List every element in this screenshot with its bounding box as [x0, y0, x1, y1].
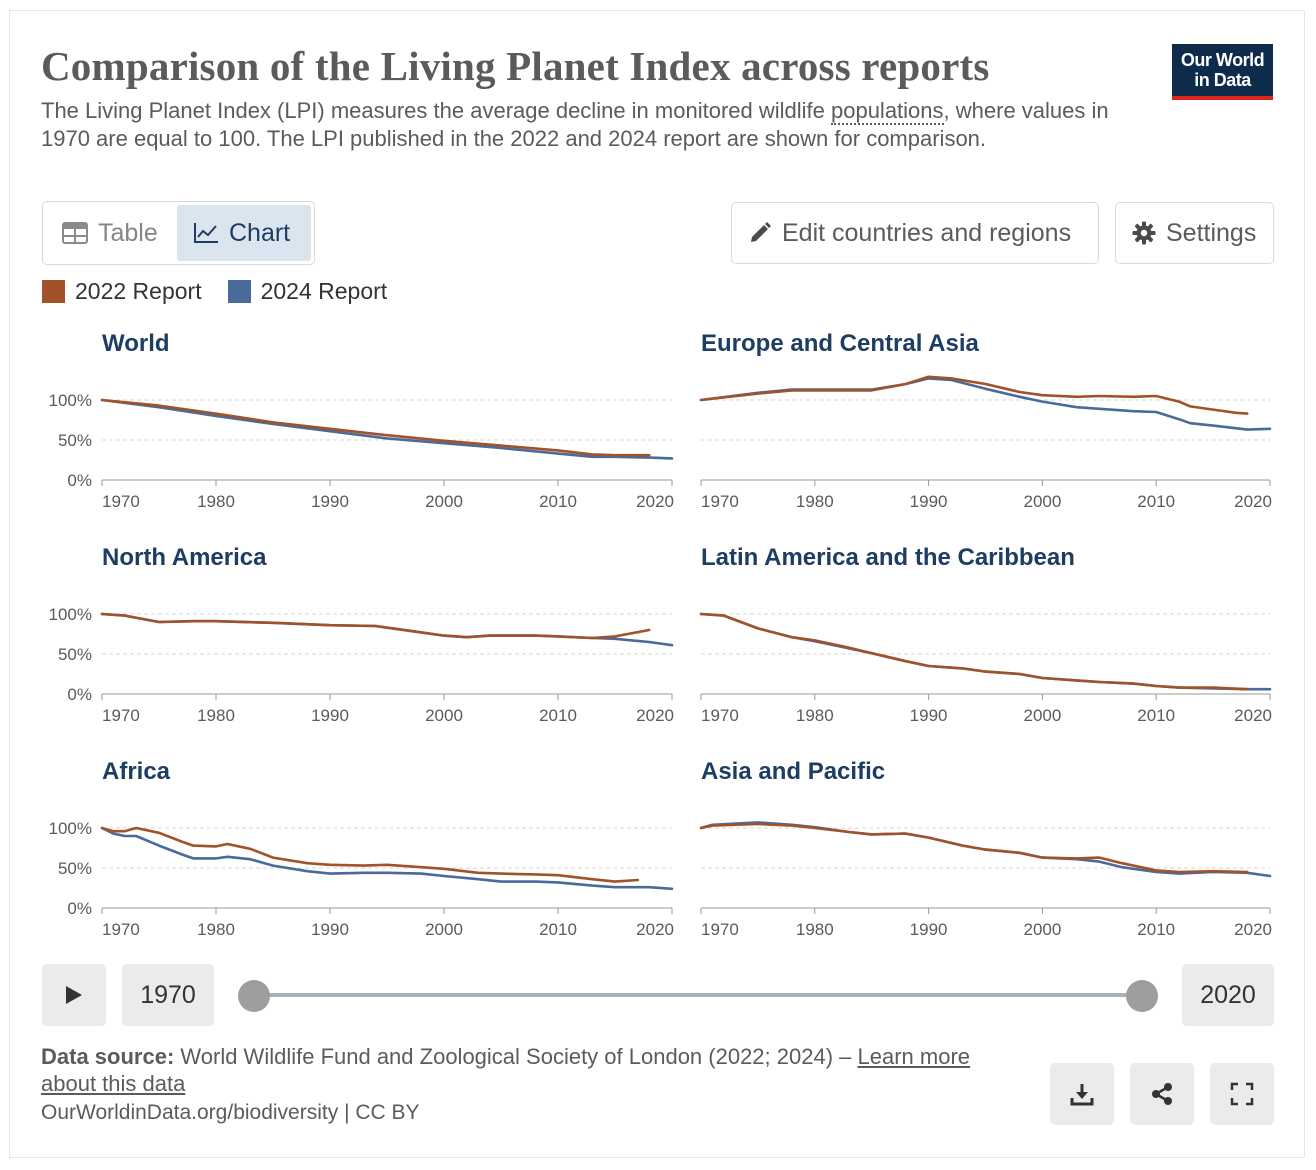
- timeline-track[interactable]: [254, 993, 1142, 997]
- play-icon: [66, 986, 82, 1004]
- logo-accent-bar: [1172, 96, 1273, 100]
- edit-countries-button[interactable]: Edit countries and regions: [731, 202, 1099, 264]
- timeline-end-handle[interactable]: [1126, 980, 1158, 1012]
- timeline-start-year[interactable]: 1970: [122, 964, 214, 1026]
- source-label: Data source:: [41, 1044, 175, 1069]
- page-title: Comparison of the Living Planet Index ac…: [41, 43, 990, 89]
- gear-icon: [1132, 221, 1156, 245]
- play-button[interactable]: [42, 964, 106, 1026]
- download-button[interactable]: [1050, 1063, 1114, 1125]
- settings-button[interactable]: Settings: [1115, 202, 1274, 264]
- populations-term[interactable]: populations: [830, 98, 944, 125]
- download-icon: [1070, 1084, 1094, 1106]
- tab-chart[interactable]: Chart: [177, 205, 311, 261]
- settings-label: Settings: [1166, 218, 1257, 247]
- subtitle-text-a: The Living Planet Index (LPI) measures t…: [41, 98, 831, 123]
- owid-logo[interactable]: Our World in Data: [1172, 44, 1273, 100]
- legend-label-2022: 2022 Report: [75, 278, 202, 304]
- fullscreen-button[interactable]: [1210, 1063, 1274, 1125]
- source-text: World Wildlife Fund and Zoological Socie…: [174, 1044, 858, 1069]
- learn-more-link[interactable]: Learn more about this data: [41, 1044, 971, 1096]
- legend-item-2022[interactable]: 2022 Report: [42, 278, 202, 305]
- origin-url[interactable]: OurWorldinData.org/biodiversity | CC BY: [41, 1101, 420, 1124]
- tab-table-label: Table: [98, 218, 158, 247]
- legend-swatch-2022: [42, 280, 65, 303]
- legend-label-2024: 2024 Report: [260, 278, 388, 304]
- logo-line-2: in Data: [1194, 70, 1251, 90]
- chart-legend: 2022 Report 2024 Report: [42, 278, 413, 305]
- legend-swatch-2024: [227, 280, 251, 303]
- line-chart-icon: [194, 223, 218, 243]
- tab-table[interactable]: Table: [46, 205, 174, 261]
- chart-subtitle: The Living Planet Index (LPI) measures t…: [41, 97, 1121, 153]
- tab-chart-label: Chart: [229, 218, 291, 247]
- logo-line-1: Our World: [1180, 50, 1265, 70]
- pencil-icon: [751, 222, 771, 242]
- data-source: Data source: World Wildlife Fund and Zoo…: [41, 1043, 1001, 1097]
- fullscreen-icon: [1230, 1082, 1254, 1106]
- timeline-start-handle[interactable]: [238, 980, 270, 1012]
- timeline-end-year[interactable]: 2020: [1182, 964, 1274, 1026]
- legend-item-2024[interactable]: 2024 Report: [227, 278, 388, 305]
- edit-countries-label: Edit countries and regions: [782, 218, 1072, 247]
- view-tabs: Table Chart: [42, 201, 315, 265]
- share-button[interactable]: [1130, 1063, 1194, 1125]
- chart-frame: [9, 10, 1305, 1158]
- table-icon: [62, 222, 88, 244]
- share-icon: [1152, 1083, 1172, 1105]
- subtitle-text-b: , where values in 1970 are equal to 100.…: [41, 98, 1109, 151]
